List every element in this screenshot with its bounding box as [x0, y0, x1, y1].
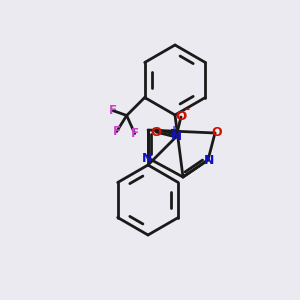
Text: F: F: [109, 104, 117, 117]
Text: N: N: [204, 154, 214, 167]
Text: O: O: [150, 125, 162, 139]
Text: N: N: [170, 130, 182, 143]
Text: -: -: [184, 103, 190, 116]
Text: N: N: [142, 152, 152, 166]
Text: F: F: [113, 125, 121, 138]
Text: F: F: [131, 127, 139, 140]
Text: O: O: [212, 125, 222, 139]
Text: O: O: [176, 110, 187, 124]
Text: +: +: [170, 125, 178, 135]
